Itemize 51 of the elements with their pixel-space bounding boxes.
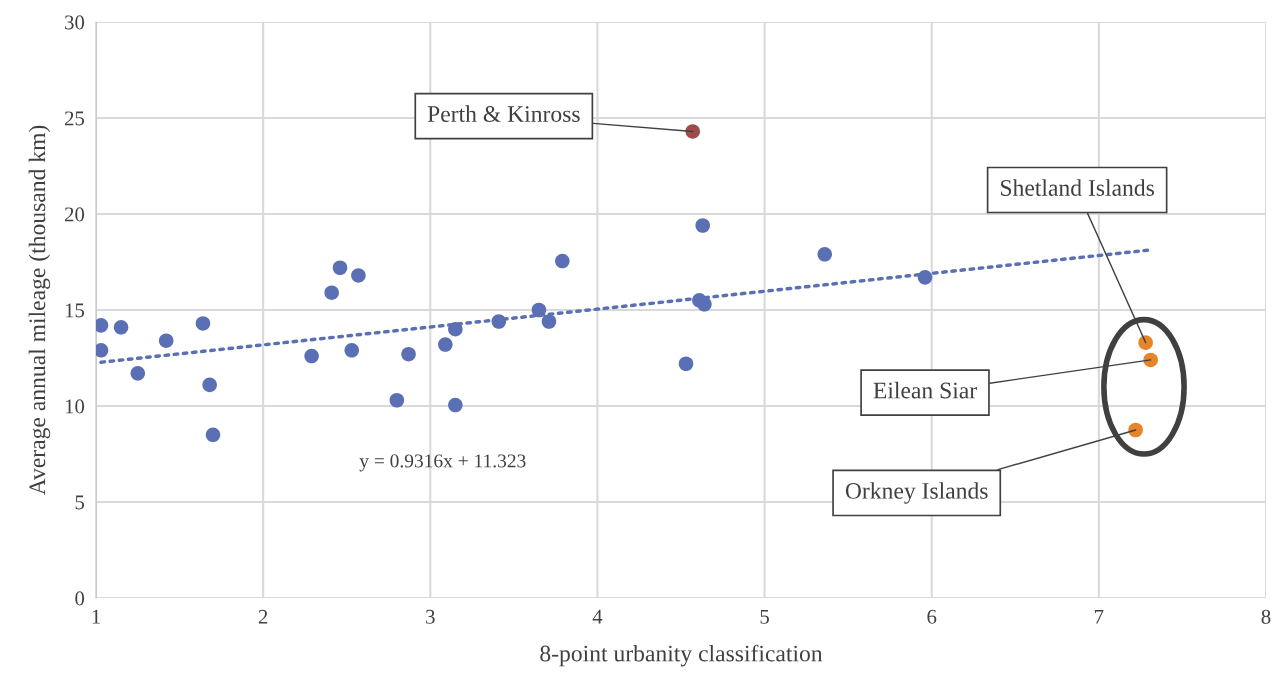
point (697, 296, 712, 312)
y-tick-label: 0 (75, 591, 85, 606)
point (685, 124, 700, 139)
x-axis-title: 8-point urbanity classification (540, 644, 823, 667)
annotation: Perth & Kinross (427, 105, 580, 122)
point (678, 356, 694, 372)
point (531, 302, 547, 318)
y-tick-label: 20 (64, 207, 85, 222)
point (1143, 352, 1158, 368)
x-tick-label: 5 (760, 609, 769, 624)
point (695, 218, 711, 233)
point (448, 397, 463, 413)
annotation: Orkney Islands (845, 482, 988, 504)
y-tick-label: 30 (65, 15, 85, 30)
point (1138, 335, 1153, 350)
point (332, 260, 348, 276)
point (491, 314, 507, 329)
point (817, 247, 833, 262)
point (324, 285, 339, 300)
annotation: Shetland Islands (1001, 179, 1154, 196)
point (344, 343, 360, 358)
point (401, 346, 416, 362)
x-tick-label: 1 (92, 609, 100, 624)
point (195, 316, 211, 331)
y-axis-title: Average annual mileage (thousand km) (28, 125, 51, 496)
point (555, 253, 570, 269)
point (351, 268, 366, 283)
y-tick-label: 25 (64, 111, 85, 126)
y-tick-label: 15 (65, 303, 85, 318)
point (917, 270, 933, 285)
x-tick-label: 2 (258, 609, 268, 624)
point (202, 377, 217, 393)
point (438, 337, 453, 352)
y-tick-label: 5 (75, 495, 85, 510)
point (113, 320, 129, 335)
point (205, 427, 221, 443)
x-tick-label: 7 (1095, 609, 1104, 624)
x-tick-label: 6 (927, 609, 937, 624)
point (304, 348, 319, 364)
point (1128, 422, 1143, 438)
x-tick-label: 3 (426, 609, 435, 624)
x-tick-label: 8 (1261, 609, 1271, 624)
annotation: Eilean Siar (873, 381, 977, 399)
point (130, 366, 146, 381)
point (541, 314, 557, 329)
y-tick-label: 10 (65, 399, 85, 414)
x-tick-label: 4 (592, 609, 603, 624)
point (448, 321, 463, 337)
point (389, 392, 405, 408)
annotation: y = 0.9316x + 11.323 (359, 454, 526, 472)
point (158, 333, 174, 348)
